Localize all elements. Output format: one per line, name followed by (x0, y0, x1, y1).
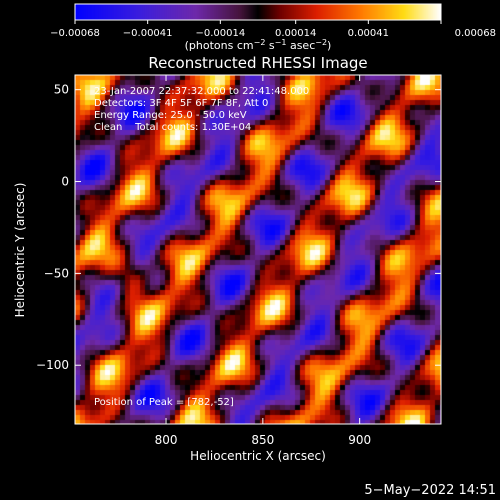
annotation-energy: Energy Range: 25.0 - 50.0 keV (94, 110, 247, 121)
colorbar-axis: −0.00068 −0.00041 −0.00014 0.00014 0.00041 0.… (50, 3, 496, 39)
colorbar-unit-label: (photons cm−2 s−1 asec−2) (185, 38, 332, 53)
x-tick-label: 800 (155, 433, 178, 447)
colorbar-tick-label: −0.00041 (123, 28, 173, 39)
x-axis-label: Heliocentric X (arcsec) (190, 449, 326, 463)
y-tick-label: −100 (36, 358, 69, 372)
x-axis: 800 850 900 (155, 75, 371, 447)
x-tick-label: 850 (251, 433, 274, 447)
annotation-clean: Clean Total counts: 1.30E+04 (94, 122, 252, 133)
annotation-detectors: Detectors: 3F 4F 5F 6F 7F 8F, Att 0 (94, 98, 269, 109)
colorbar-tick-label: −0.00014 (195, 28, 245, 39)
colorbar-frame (74, 3, 442, 21)
colorbar (75, 4, 441, 20)
heatmap-image (75, 75, 441, 424)
y-axis-label: Heliocentric Y (arcsec) (13, 183, 27, 318)
annotation-peak: Position of Peak = [782,-52] (94, 397, 234, 408)
x-tick-label: 900 (348, 433, 371, 447)
y-tick-label: −50 (44, 266, 69, 280)
colorbar-tick-label: 0.00068 (455, 28, 496, 39)
y-tick-label: 0 (61, 175, 69, 189)
annotation-time: 23-Jan-2007 22:37:32.000 to 22:41:48.000 (94, 86, 310, 97)
colorbar-tick-label: 0.00014 (275, 28, 316, 39)
chart-title: Reconstructed RHESSI Image (148, 54, 367, 72)
plot-frame (74, 74, 442, 425)
footer-date: 5−May−2022 14:51 (364, 483, 496, 498)
colorbar-tick-label: 0.00041 (348, 28, 389, 39)
y-tick-label: 50 (54, 83, 69, 97)
y-axis: −100 −50 0 50 (36, 83, 441, 372)
colorbar-tick-label: −0.00068 (50, 28, 100, 39)
